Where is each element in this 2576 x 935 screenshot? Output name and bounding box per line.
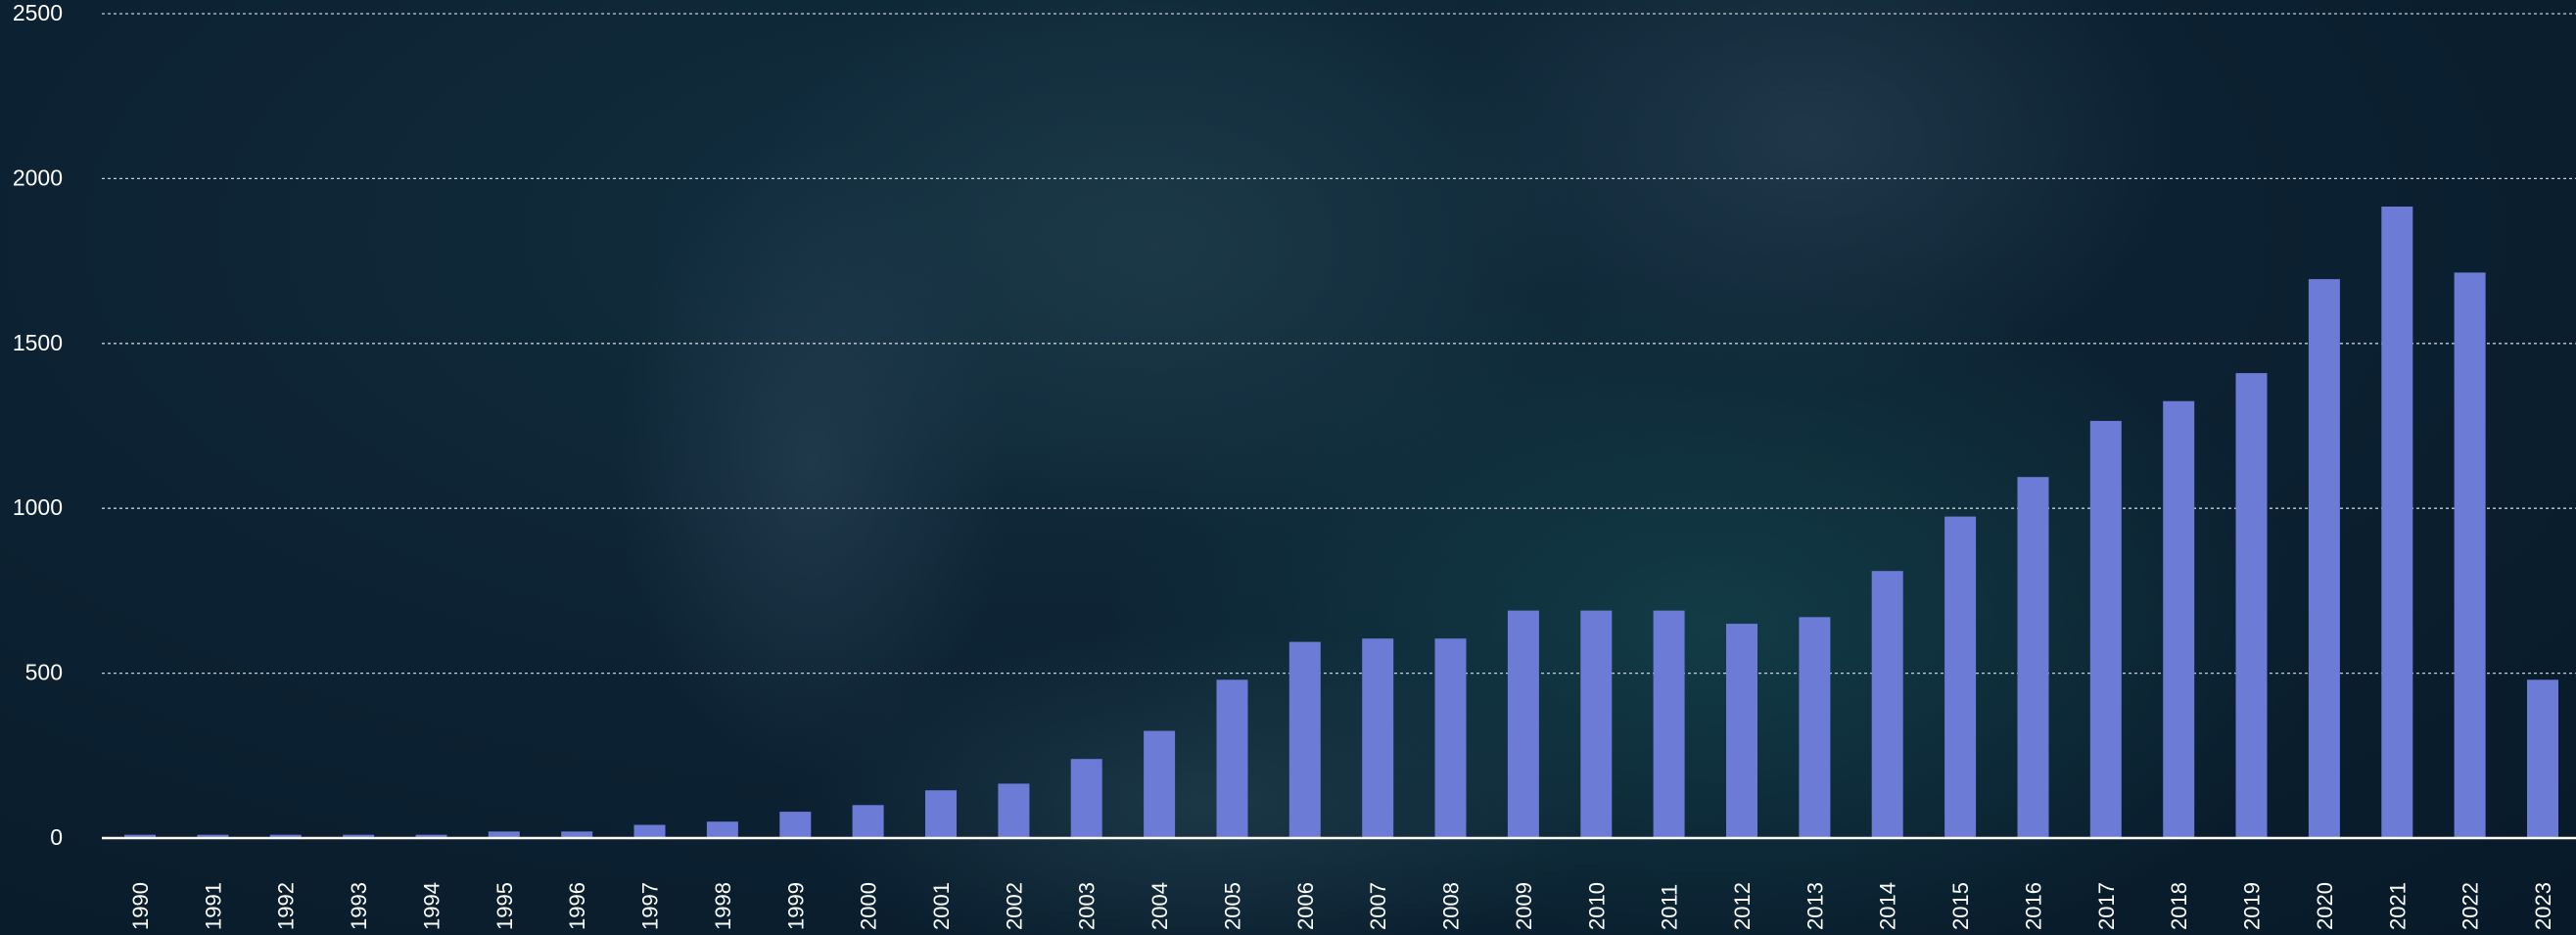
x-tick-label: 2013	[1803, 882, 1827, 930]
bar-2003	[1070, 759, 1102, 838]
gridlines	[102, 13, 2576, 675]
bar-2005	[1216, 679, 1248, 838]
x-tick-label: 2021	[2385, 882, 2410, 930]
y-tick-label: 0	[50, 824, 63, 850]
x-tick-label: 2005	[1220, 882, 1244, 930]
x-tick-label: 2019	[2240, 882, 2265, 930]
bar-1998	[706, 821, 738, 838]
x-tick-label: 1994	[419, 882, 444, 930]
x-tick-label: 1999	[783, 882, 808, 930]
x-tick-label: 1995	[492, 882, 517, 930]
bar-1990	[124, 834, 156, 838]
x-tick-label: 2000	[857, 882, 881, 930]
y-tick-labels: 0 500 1000 1500 2000 2500	[13, 0, 63, 850]
y-tick-label: 1000	[13, 494, 63, 520]
x-tick-label: 1996	[565, 882, 589, 930]
x-tick-labels: 1990 1991 1992 1993 1994 1995 1996 1997 1998 1999…	[128, 882, 2555, 930]
x-tick-label: 2003	[1075, 882, 1100, 930]
x-tick-label: 2014	[1876, 882, 1900, 930]
bar-2014	[1871, 571, 1903, 838]
bar-2023	[2527, 679, 2558, 838]
bars	[124, 207, 2558, 839]
bar-2017	[2089, 420, 2122, 838]
bar-1997	[633, 824, 666, 838]
x-tick-label: 2008	[1439, 882, 1464, 930]
bar-2002	[998, 783, 1030, 838]
bar-1994	[415, 834, 447, 838]
x-tick-label: 2007	[1366, 882, 1390, 930]
bar-2013	[1799, 617, 1831, 838]
x-tick-label: 1992	[274, 882, 299, 930]
bar-2006	[1288, 641, 1321, 838]
x-tick-label: 2017	[2094, 882, 2119, 930]
bar-1995	[488, 831, 520, 838]
bar-2011	[1653, 610, 1685, 838]
x-tick-label: 2002	[1002, 882, 1026, 930]
bar-1993	[343, 834, 375, 838]
x-tick-label: 2022	[2459, 882, 2483, 930]
x-tick-label: 2012	[1730, 882, 1755, 930]
y-tick-label: 500	[25, 660, 63, 685]
bar-2016	[2017, 477, 2049, 838]
y-tick-label: 2500	[13, 0, 63, 25]
bar-2009	[1507, 610, 1539, 838]
bar-1999	[779, 812, 812, 838]
x-tick-label: 2009	[1512, 882, 1536, 930]
x-tick-label: 2006	[1293, 882, 1318, 930]
y-tick-label: 2000	[13, 164, 63, 190]
bar-1996	[561, 831, 593, 838]
bar-1991	[197, 834, 229, 838]
x-tick-label: 2004	[1147, 882, 1172, 930]
bar-2001	[925, 790, 957, 838]
bar-1992	[269, 834, 302, 838]
bar-2021	[2381, 207, 2413, 838]
bar-2019	[2235, 373, 2268, 838]
x-tick-label: 2015	[1948, 882, 1973, 930]
x-tick-label: 2011	[1658, 884, 1682, 930]
bar-2010	[1580, 610, 1613, 838]
bar-2007	[1362, 638, 1394, 838]
bar-2018	[2163, 400, 2195, 838]
bar-2000	[852, 805, 884, 838]
x-tick-label: 2020	[2313, 882, 2337, 930]
x-tick-label: 1998	[711, 882, 735, 930]
bar-2020	[2308, 279, 2340, 839]
bar-2015	[1944, 516, 1977, 838]
bar-2022	[2454, 272, 2486, 838]
x-tick-label: 2023	[2531, 882, 2555, 930]
bar-2012	[1726, 624, 1757, 838]
bar-2008	[1434, 638, 1467, 838]
x-tick-label: 1990	[128, 882, 153, 930]
x-tick-label: 2010	[1584, 882, 1609, 930]
y-tick-label: 1500	[13, 330, 63, 355]
x-tick-label: 1997	[638, 882, 663, 930]
x-tick-label: 2016	[2021, 882, 2045, 930]
x-tick-label: 1993	[347, 882, 371, 930]
x-tick-label: 1991	[201, 882, 225, 930]
bar-2004	[1144, 730, 1176, 838]
x-tick-label: 2001	[929, 882, 954, 930]
x-tick-label: 2018	[2167, 882, 2191, 930]
